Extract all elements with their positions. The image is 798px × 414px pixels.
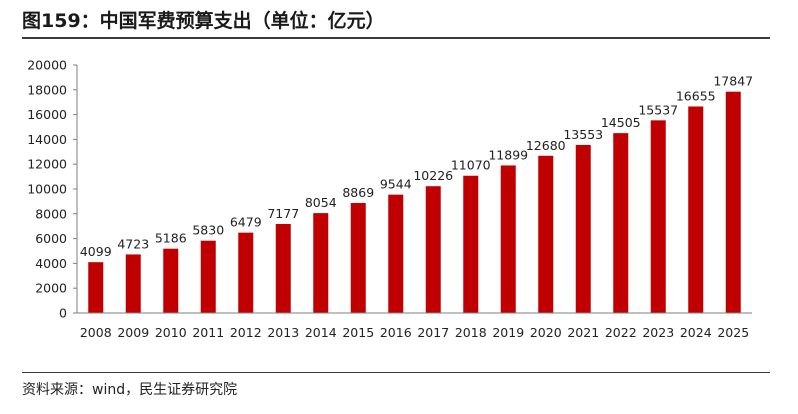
bar — [725, 91, 741, 313]
bar — [88, 262, 104, 313]
x-tick-label: 2020 — [530, 325, 562, 340]
data-label: 15537 — [638, 102, 678, 117]
bar — [613, 133, 629, 313]
bar — [688, 106, 704, 313]
y-tick-label: 12000 — [27, 157, 67, 172]
bar — [163, 248, 179, 313]
bar — [350, 203, 366, 313]
data-label: 8054 — [305, 195, 337, 210]
data-label: 5830 — [192, 223, 224, 238]
x-tick-label: 2014 — [305, 325, 337, 340]
bar — [650, 120, 666, 313]
x-tick-label: 2012 — [230, 325, 262, 340]
source-note: 资料来源：wind，民生证券研究院 — [22, 382, 238, 398]
bar — [388, 194, 404, 313]
y-tick-label: 0 — [59, 306, 67, 321]
x-tick-label: 2017 — [417, 325, 449, 340]
data-labels: 4099 4723 5186 5830 6479 7177 8054 8869 95441022… — [80, 74, 753, 259]
x-tick-label: 2024 — [680, 325, 712, 340]
bar — [500, 165, 516, 313]
y-tick-label: 20000 — [27, 58, 67, 73]
bar — [200, 240, 216, 313]
data-label: 12680 — [526, 138, 566, 153]
data-label: 6479 — [230, 215, 262, 230]
data-label: 17847 — [713, 74, 753, 89]
x-tick-label: 2022 — [605, 325, 637, 340]
x-tick-label: 2015 — [342, 325, 374, 340]
data-label: 4099 — [80, 244, 112, 259]
data-label: 14505 — [601, 115, 641, 130]
y-tick-label: 16000 — [27, 107, 67, 122]
bar — [575, 144, 591, 313]
data-label: 4723 — [117, 236, 149, 251]
x-tick-label: 2008 — [80, 325, 112, 340]
bar — [463, 175, 479, 313]
x-tick-label: 2025 — [717, 325, 749, 340]
data-label: 10226 — [413, 168, 453, 183]
source-divider — [22, 372, 770, 373]
bar — [313, 213, 329, 313]
x-tick-label: 2013 — [267, 325, 299, 340]
data-label: 5186 — [155, 231, 187, 246]
x-tick-label: 2011 — [192, 325, 224, 340]
y-tick-label: 18000 — [27, 82, 67, 97]
y-tick-label: 8000 — [35, 206, 67, 221]
bar — [425, 186, 441, 313]
x-tick-label: 2009 — [117, 325, 149, 340]
chart-title: 图159：中国军费预算支出（单位：亿元） — [22, 10, 385, 32]
data-label: 13553 — [563, 127, 603, 142]
y-axis: 0 2000 4000 6000 8000 10000 12000 14000 16000 180… — [27, 58, 78, 321]
title-divider — [22, 37, 770, 39]
data-label: 11070 — [451, 158, 491, 173]
y-tick-label: 6000 — [35, 231, 67, 246]
y-tick-label: 14000 — [27, 132, 67, 147]
y-tick-label: 10000 — [27, 182, 67, 197]
bar — [538, 155, 554, 313]
x-tick-label: 2023 — [642, 325, 674, 340]
bar-chart: 0 2000 4000 6000 8000 10000 12000 14000 16000 180… — [27, 58, 753, 341]
data-label: 9544 — [380, 177, 412, 192]
data-label: 8869 — [342, 185, 374, 200]
x-tick-label: 2021 — [567, 325, 599, 340]
y-tick-label: 4000 — [35, 256, 67, 271]
bar — [238, 232, 254, 313]
x-tick-label: 2019 — [492, 325, 524, 340]
bars — [88, 91, 741, 313]
data-label: 16655 — [676, 88, 716, 103]
bar — [275, 224, 291, 313]
x-tick-label: 2010 — [155, 325, 187, 340]
data-label: 11899 — [488, 147, 528, 162]
data-label: 7177 — [267, 206, 299, 221]
x-tick-label: 2016 — [380, 325, 412, 340]
bar — [125, 254, 141, 313]
x-tick-label: 2018 — [455, 325, 487, 340]
y-tick-label: 2000 — [35, 281, 67, 296]
x-axis: 2008 2009 2010 2011 2012 2013 2014 2015 2016 2017… — [77, 312, 752, 340]
